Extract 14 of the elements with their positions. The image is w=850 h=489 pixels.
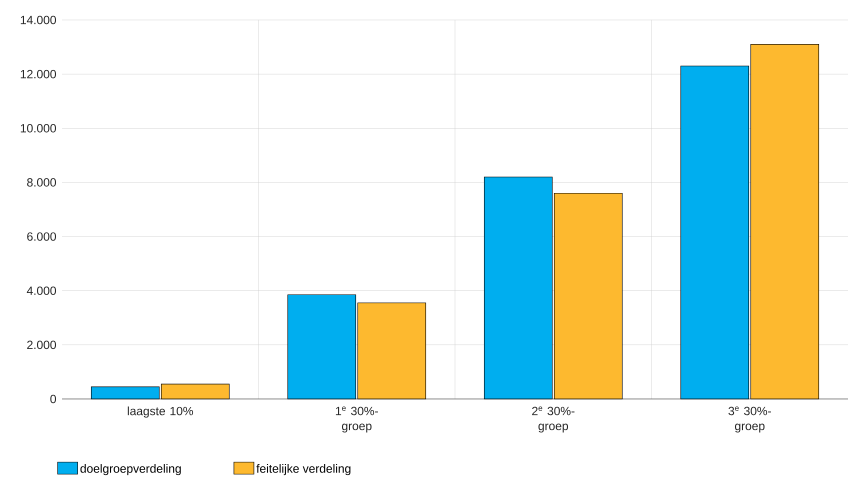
x-tick-label: laagste 10%: [128, 406, 194, 418]
x-tick-label: 3$^{e}$ 30%-groep: [728, 406, 771, 433]
y-tick-label: 14.000: [20, 16, 56, 24]
y-tick-label: 0: [50, 394, 56, 404]
x-tick-label: 1$^{e}$ 30%-groep: [336, 406, 378, 433]
y-tick-label: 8.000: [27, 178, 56, 187]
y-tick-label: 6.000: [27, 232, 56, 241]
y-tick-label: 2.000: [27, 340, 56, 350]
y-tick-label: 4.000: [26, 286, 56, 295]
x-tick-label: 2$^{e}$ 30%-groep: [532, 406, 574, 433]
legend-label: doelgroepverdeling: [80, 464, 181, 476]
y-tick-label: 10.000: [20, 124, 56, 132]
y-tick-label: 12.000: [20, 70, 56, 78]
legend-label: feitelijke verdeling: [256, 464, 350, 476]
